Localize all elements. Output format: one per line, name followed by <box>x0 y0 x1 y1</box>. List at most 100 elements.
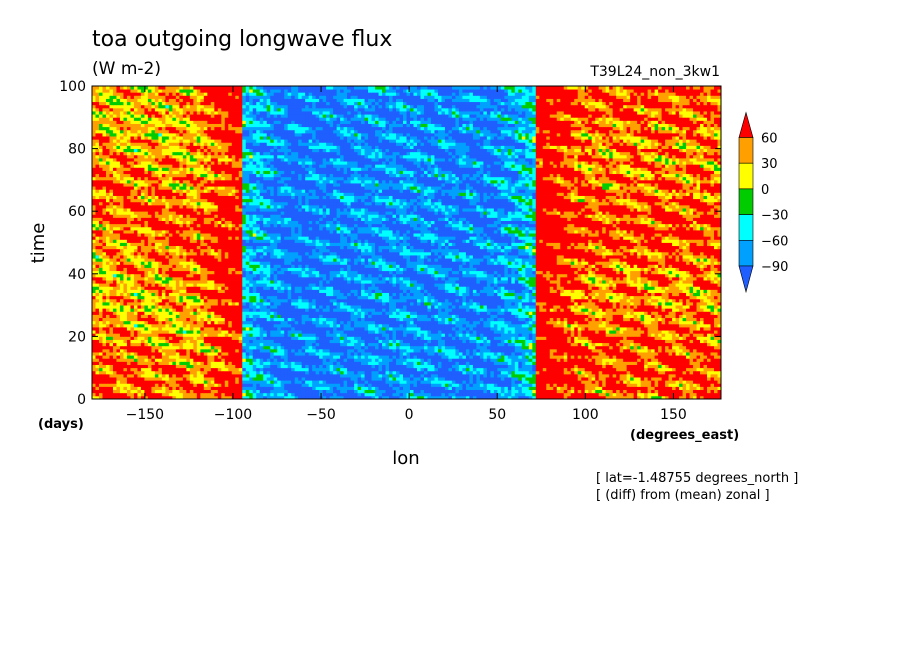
heatmap-cell <box>630 336 635 340</box>
heatmap-cell <box>214 323 219 328</box>
heatmap-cell <box>514 323 519 328</box>
heatmap-cell <box>658 389 662 394</box>
heatmap-cell <box>147 345 152 350</box>
heatmap-cell <box>312 373 317 378</box>
heatmap-cell <box>263 345 268 350</box>
heatmap-cell <box>465 348 470 353</box>
heatmap-cell <box>591 339 596 344</box>
heatmap-cell <box>602 383 607 387</box>
heatmap-cell <box>514 345 519 350</box>
heatmap-cell <box>119 395 124 400</box>
heatmap-cell <box>336 327 341 331</box>
heatmap-cell <box>682 373 687 378</box>
heatmap-cell <box>298 323 303 328</box>
heatmap-cell <box>249 395 254 400</box>
heatmap-cell <box>182 333 187 337</box>
heatmap-cell <box>539 352 544 356</box>
heatmap-cell <box>382 348 386 353</box>
heatmap-cell <box>315 370 320 375</box>
heatmap-cell <box>595 392 600 397</box>
heatmap-cell <box>668 367 673 372</box>
heatmap-cell <box>647 355 652 359</box>
heatmap-cell <box>137 314 142 319</box>
heatmap-cell <box>385 339 390 344</box>
heatmap-cell <box>626 355 631 359</box>
heatmap-cell <box>441 342 446 347</box>
heatmap-cell <box>581 342 586 347</box>
heatmap-cell <box>130 323 135 328</box>
heatmap-cell <box>507 355 512 359</box>
heatmap-cell <box>109 377 114 381</box>
heatmap-cell <box>133 342 138 347</box>
heatmap-cell <box>252 392 257 397</box>
heatmap-cell <box>637 348 642 353</box>
heatmap-cell <box>308 367 313 372</box>
heatmap-cell <box>326 345 331 350</box>
heatmap-cell <box>119 361 124 365</box>
heatmap-cell <box>231 311 236 315</box>
heatmap-cell <box>647 320 652 325</box>
heatmap-cell <box>284 317 289 322</box>
heatmap-cell <box>333 352 338 356</box>
heatmap-cell <box>696 330 701 334</box>
heatmap-cell <box>416 333 421 337</box>
heatmap-cell <box>130 320 135 325</box>
heatmap-cell <box>301 352 306 356</box>
heatmap-cell <box>553 358 558 362</box>
heatmap-cell <box>133 358 138 362</box>
heatmap-cell <box>371 361 376 365</box>
heatmap-cell <box>109 373 114 378</box>
heatmap-cell <box>679 355 683 359</box>
heatmap-cell <box>595 380 600 384</box>
heatmap-cell <box>444 323 449 328</box>
heatmap-cell <box>161 348 166 353</box>
heatmap-cell <box>689 389 694 394</box>
heatmap-cell <box>140 327 145 331</box>
heatmap-cell <box>700 377 704 381</box>
heatmap-cell <box>312 348 317 353</box>
heatmap-cell <box>284 352 289 356</box>
heatmap-cell <box>287 320 292 325</box>
heatmap-cell <box>626 389 631 394</box>
heatmap-cell <box>333 367 338 372</box>
heatmap-cell <box>235 358 240 362</box>
heatmap-cell <box>221 336 226 340</box>
heatmap-cell <box>668 352 673 356</box>
heatmap-cell <box>350 395 355 400</box>
heatmap-cell <box>245 348 250 353</box>
heatmap-cell <box>665 361 669 365</box>
heatmap-cell <box>427 392 432 397</box>
heatmap-cell <box>165 392 170 397</box>
heatmap-cell <box>235 392 240 397</box>
heatmap-cell <box>686 389 690 394</box>
heatmap-cell <box>640 339 645 344</box>
heatmap-cell <box>175 345 180 350</box>
heatmap-cell <box>189 383 194 387</box>
heatmap-cell <box>329 364 334 369</box>
heatmap-cell <box>133 327 138 331</box>
heatmap-cell <box>521 336 526 340</box>
heatmap-cell <box>598 330 603 334</box>
heatmap-cell <box>710 336 715 340</box>
heatmap-cell <box>284 333 289 337</box>
heatmap-cell <box>430 311 435 315</box>
heatmap-cell <box>95 389 100 394</box>
heatmap-cell <box>567 342 572 347</box>
heatmap-cell <box>500 342 505 347</box>
heatmap-cell <box>196 364 201 369</box>
heatmap-cell <box>399 314 404 319</box>
heatmap-cell <box>595 352 600 356</box>
heatmap-cell <box>409 386 414 391</box>
heatmap-cell <box>595 345 600 350</box>
heatmap-cell <box>675 348 680 353</box>
heatmap-cell <box>574 367 579 372</box>
heatmap-cell <box>256 395 261 400</box>
heatmap-cell <box>165 333 170 337</box>
heatmap-cell <box>521 380 526 384</box>
heatmap-cell <box>714 342 718 347</box>
heatmap-cell <box>595 327 600 331</box>
heatmap-cell <box>462 327 467 331</box>
heatmap-cell <box>256 345 261 350</box>
heatmap-cell <box>392 352 397 356</box>
heatmap-cell <box>546 336 551 340</box>
